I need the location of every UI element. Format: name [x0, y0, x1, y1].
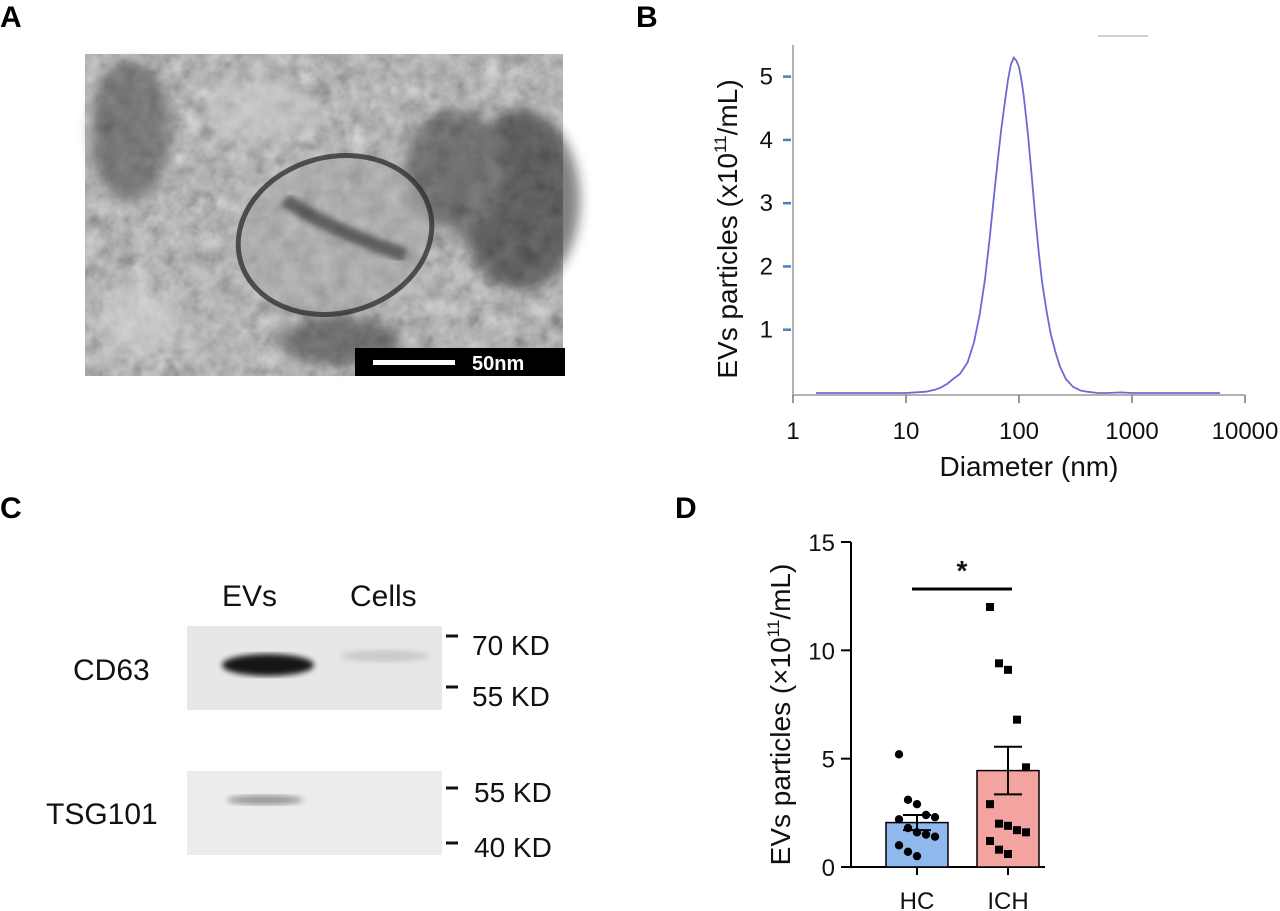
panel-label-a: A	[0, 1, 22, 34]
data-point-hc	[930, 832, 940, 841]
data-point-hc	[912, 799, 922, 809]
western-blot: EVs Cells CD63 70 KD 55 KD TSG101 55 KD …	[46, 580, 552, 863]
panel-label-c: C	[0, 492, 22, 525]
size-distribution-chart: 1 10 100 1000 10000 1 2 3 4 5 Diameter (nm) EVs par…	[711, 45, 1278, 482]
significance-marker: *	[957, 555, 968, 586]
data-point-ich	[1022, 763, 1030, 772]
data-point-hc	[921, 830, 931, 839]
data-point-hc	[903, 795, 913, 805]
data-point-ich	[995, 845, 1003, 854]
data-point-hc	[921, 810, 931, 820]
protein-label-cd63: CD63	[73, 654, 150, 687]
marker-70kd: 70 KD	[472, 630, 550, 661]
data-point-ich	[986, 837, 994, 845]
data-point-hc	[930, 812, 940, 822]
data-point-ich	[1013, 826, 1021, 835]
data-point-ich	[1004, 665, 1012, 674]
data-point-ich	[1022, 828, 1030, 837]
y-tick-label: 2	[760, 253, 773, 280]
data-point-ich	[995, 659, 1003, 668]
data-point-ich	[995, 819, 1003, 828]
scale-bar-label: 50nm	[472, 353, 524, 375]
marker-40kd: 40 KD	[474, 832, 552, 863]
x-tick-label-hc: HC	[900, 888, 935, 911]
y-tick-label: 4	[760, 127, 773, 154]
lane-label-evs: EVs	[222, 580, 277, 613]
protein-label-tsg101: TSG101	[46, 798, 158, 831]
data-point-hc	[894, 750, 904, 759]
band-cd63-evs	[222, 654, 314, 676]
data-point-hc	[903, 823, 913, 833]
y-tick-label: 15	[808, 530, 835, 557]
y-tick-label: 5	[822, 747, 835, 774]
lane-label-cells: Cells	[350, 580, 417, 613]
marker-55kd-tsg: 55 KD	[474, 777, 552, 808]
x-tick-label: 100	[999, 418, 1039, 445]
x-tick-label: 10000	[1212, 418, 1279, 445]
series-line-size-distribution	[816, 56, 1220, 394]
vesicle	[235, 153, 435, 317]
data-point-hc	[912, 851, 922, 861]
y-axis-label: EVs particles (×1011/mL)	[764, 564, 796, 866]
x-tick-label: 10	[893, 418, 920, 445]
data-point-ich	[1004, 821, 1012, 830]
scale-bar	[373, 360, 455, 365]
y-tick-label: 1	[760, 317, 773, 344]
blot-strip-tsg101	[187, 771, 442, 855]
x-tick-label-ich: ICH	[987, 888, 1028, 911]
x-tick-label: 1000	[1105, 418, 1158, 445]
x-axis-label: Diameter (nm)	[940, 451, 1119, 482]
y-tick-label: 10	[808, 638, 835, 665]
data-point-hc	[903, 847, 913, 857]
x-tick-label: 1	[786, 418, 799, 445]
data-point-hc	[894, 815, 904, 824]
marker-55kd: 55 KD	[472, 681, 550, 712]
y-tick-label: 0	[822, 855, 835, 882]
data-point-ich	[986, 603, 994, 611]
data-point-ich	[1004, 850, 1012, 858]
data-point-ich	[986, 800, 994, 809]
data-point-hc	[894, 841, 904, 850]
band-tsg101-evs	[227, 795, 303, 805]
y-tick-label: 5	[760, 64, 773, 91]
panel-label-b: B	[636, 1, 658, 34]
y-axis-label: EVs particles (x1011/mL)	[711, 79, 743, 378]
y-tick-label: 3	[760, 190, 773, 217]
data-point-hc	[912, 828, 922, 837]
band-cd63-cells	[341, 650, 429, 662]
tem-micrograph: 50nm	[85, 54, 580, 376]
data-point-ich	[1013, 715, 1021, 724]
panel-label-d: D	[675, 492, 697, 525]
particle-count-bar-chart: 0 5 10 15 HC ICH * EVs particles (×1011/mL)	[764, 530, 1045, 911]
